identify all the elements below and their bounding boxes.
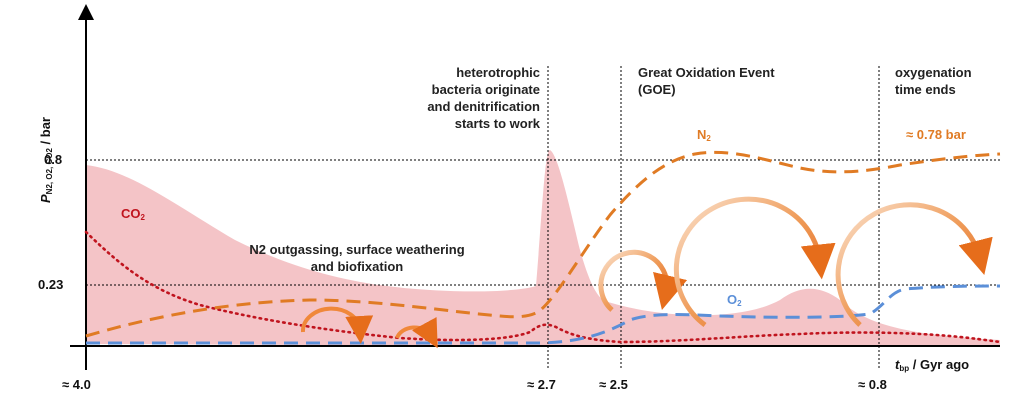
series-label-co2: CO2 bbox=[121, 206, 145, 222]
event-heterotrophic: heterotrophic bacteria originate and den… bbox=[368, 64, 540, 132]
event-oxygenation-line-2: time ends bbox=[895, 82, 956, 97]
x-tick-label-2.5: ≈ 2.5 bbox=[599, 377, 628, 392]
x-axis-label-unit: / Gyr ago bbox=[909, 357, 970, 372]
cycle-arrow-small-2 bbox=[395, 316, 438, 349]
process-annotation: N2 outgassing, surface weathering and bi… bbox=[212, 241, 502, 275]
event-oxygenation: oxygenation time ends bbox=[895, 64, 972, 98]
x-tick-label-0.8: ≈ 0.8 bbox=[858, 377, 887, 392]
cycle-arrow-small-1 bbox=[300, 306, 374, 344]
y-tick-0.23: 0.23 bbox=[38, 277, 64, 292]
y-axis-label-unit: / bar bbox=[38, 117, 53, 149]
event-oxygenation-line-1: oxygenation bbox=[895, 65, 972, 80]
x-axis-label: tbp / Gyr ago bbox=[895, 357, 969, 373]
event-heterotrophic-line-4: starts to work bbox=[454, 116, 540, 131]
n2-series-line bbox=[85, 150, 1001, 338]
cycle-arrow-large-2 bbox=[835, 202, 993, 327]
process-annotation-line-2: and biofixation bbox=[310, 259, 404, 274]
o2-series-line bbox=[86, 284, 1001, 345]
process-annotation-line-1: N2 outgassing, surface weathering bbox=[249, 242, 465, 257]
cycle-arrow-large-1 bbox=[673, 196, 836, 328]
co2-uncertainty-band bbox=[86, 150, 1000, 346]
x-tick-label-2.7: ≈ 2.7 bbox=[527, 377, 556, 392]
series-label-o2: O2 bbox=[727, 292, 742, 308]
x-axis-label-sub: bp bbox=[899, 364, 910, 373]
cycle-arrows bbox=[300, 196, 993, 349]
event-goe: Great Oxidation Event (GOE) bbox=[638, 64, 775, 98]
y-axis-label-main: P bbox=[38, 194, 53, 203]
x-tick-label-4.0: ≈ 4.0 bbox=[62, 377, 91, 392]
cycle-arrow-medium bbox=[598, 249, 688, 312]
event-heterotrophic-line-2: bacteria originate bbox=[431, 82, 540, 97]
series-label-n2: N2 bbox=[697, 127, 711, 143]
x-axis-label-main: t bbox=[895, 357, 900, 372]
event-heterotrophic-line-1: heterotrophic bbox=[456, 65, 540, 80]
n2-final-value: ≈ 0.78 bar bbox=[906, 127, 966, 142]
y-tick-0.8: 0.8 bbox=[44, 152, 63, 167]
co2-series-line bbox=[84, 230, 1002, 344]
event-goe-line-2: (GOE) bbox=[638, 82, 676, 97]
event-heterotrophic-line-3: and denitrification bbox=[427, 99, 540, 114]
event-goe-line-1: Great Oxidation Event bbox=[638, 65, 775, 80]
